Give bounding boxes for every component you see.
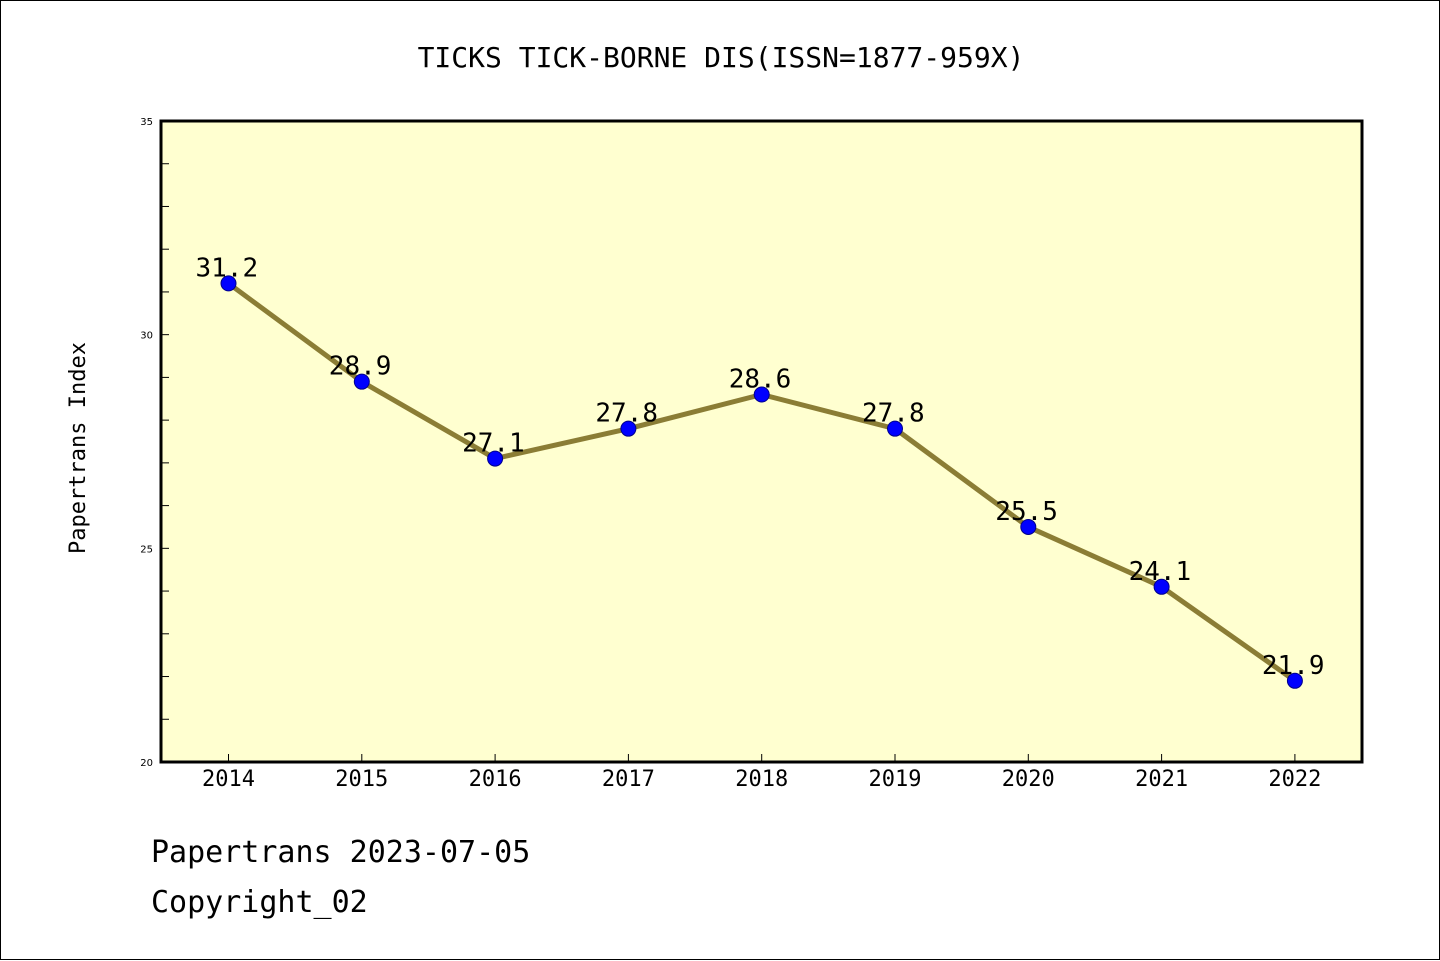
data-value-label: 25.5 <box>995 497 1058 527</box>
data-value-label: 27.1 <box>462 429 525 459</box>
x-tick-label: 2022 <box>1268 767 1321 792</box>
data-value-label: 28.6 <box>729 364 792 394</box>
y-tick-label: 35 <box>140 117 153 128</box>
x-tick-label: 2015 <box>335 767 388 792</box>
data-value-label: 24.1 <box>1129 557 1192 587</box>
data-point-marker <box>1286 672 1303 689</box>
footer-copyright-text: Copyright_02 <box>151 885 368 920</box>
x-tick-label: 2017 <box>602 767 655 792</box>
data-value-label: 27.8 <box>862 399 925 429</box>
y-axis-ticks: 20 25 30 35 <box>140 117 169 769</box>
data-value-label: 21.9 <box>1262 651 1325 681</box>
data-value-label: 31.2 <box>196 253 259 283</box>
data-labels: 31.2 28.9 27.1 27.8 28.6 27.8 25.5 24.1 21.9 <box>196 253 1325 680</box>
x-tick-label: 2021 <box>1135 767 1188 792</box>
y-tick-label: 30 <box>140 331 153 342</box>
data-point-marker <box>1153 578 1170 595</box>
data-point-marker <box>487 450 504 467</box>
data-point-marker <box>353 373 370 390</box>
x-tick-label: 2018 <box>735 767 788 792</box>
x-tick-label: 2016 <box>469 767 522 792</box>
data-point-marker <box>1020 518 1037 535</box>
x-axis-ticks: 2014 2015 2016 2017 2018 2019 2020 2021 2022 <box>202 754 1321 792</box>
data-series <box>220 275 1303 689</box>
data-value-label: 28.9 <box>329 352 392 382</box>
data-point-marker <box>220 275 237 292</box>
y-axis-label: Papertrans Index <box>66 342 91 554</box>
data-point-marker <box>887 420 903 437</box>
y-tick-label: 20 <box>140 758 153 769</box>
data-point-marker <box>753 386 770 403</box>
data-point-marker <box>620 420 637 437</box>
footer-date-text: Papertrans 2023-07-05 <box>151 835 531 870</box>
x-tick-label: 2020 <box>1002 767 1055 792</box>
y-tick-label: 25 <box>140 544 153 555</box>
x-tick-label: 2019 <box>869 767 922 792</box>
plot-area <box>159 119 1364 764</box>
data-value-label: 27.8 <box>595 399 658 429</box>
x-tick-label: 2014 <box>202 767 255 792</box>
chart-title: TICKS TICK-BORNE DIS(ISSN=1877-959X) <box>418 41 1025 74</box>
